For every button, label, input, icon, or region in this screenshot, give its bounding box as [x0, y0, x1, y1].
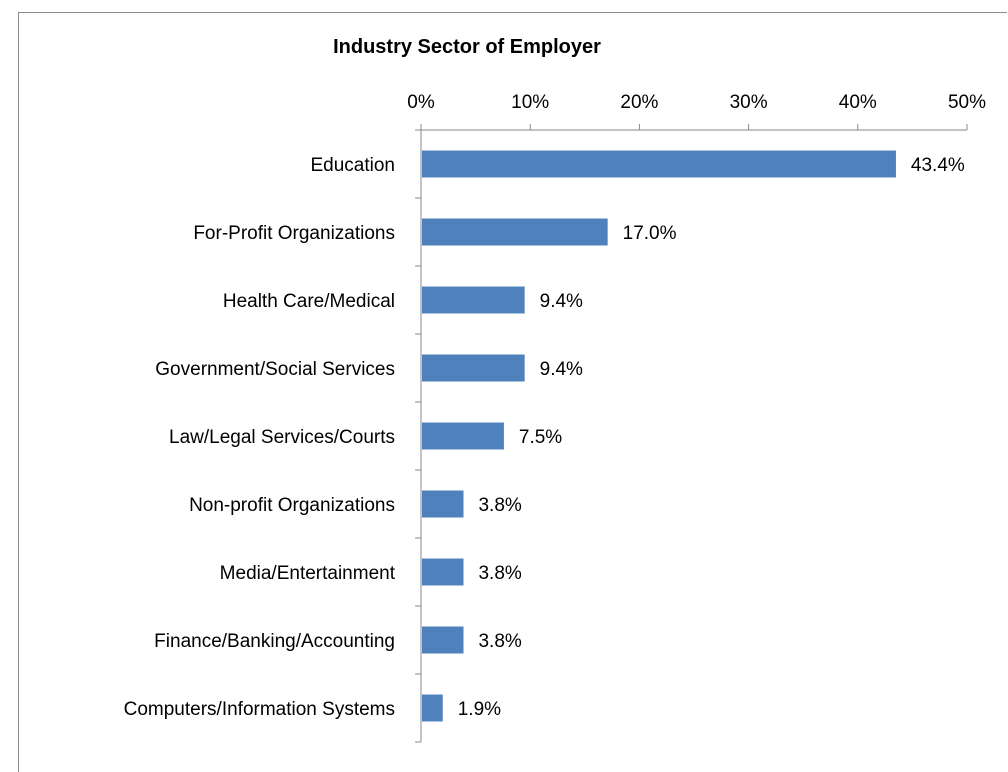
x-tick-label: 10%: [511, 92, 549, 113]
data-label: 43.4%: [911, 155, 965, 176]
data-label: 9.4%: [540, 291, 583, 312]
x-tick-label: 40%: [839, 92, 877, 113]
bar: [422, 422, 504, 450]
x-tick-label: 0%: [407, 92, 435, 113]
bar: [422, 286, 525, 314]
x-tick-label: 50%: [948, 92, 986, 113]
category-label: Non-profit Organizations: [189, 495, 395, 516]
bar: [422, 558, 464, 586]
data-label: 3.8%: [478, 631, 521, 652]
data-label: 3.8%: [478, 495, 521, 516]
bar: [422, 626, 464, 654]
category-label: For-Profit Organizations: [193, 223, 395, 244]
bar: [422, 354, 525, 382]
data-label: 1.9%: [458, 699, 501, 720]
data-label: 9.4%: [540, 359, 583, 380]
bar: [422, 218, 608, 246]
data-label: 7.5%: [519, 427, 562, 448]
category-label: Government/Social Services: [155, 359, 395, 380]
bar: [422, 490, 464, 518]
category-label: Law/Legal Services/Courts: [169, 427, 395, 448]
chart-title: Industry Sector of Employer: [333, 36, 601, 58]
x-tick-label: 30%: [730, 92, 768, 113]
category-label: Education: [310, 155, 395, 176]
data-label: 3.8%: [478, 563, 521, 584]
category-label: Health Care/Medical: [223, 291, 395, 312]
bar: [422, 150, 896, 178]
category-label: Media/Entertainment: [220, 563, 396, 584]
chart-frame: [18, 12, 1007, 772]
data-label: 17.0%: [623, 223, 677, 244]
category-label: Computers/Information Systems: [124, 699, 395, 720]
category-label: Finance/Banking/Accounting: [154, 631, 395, 652]
x-tick-label: 20%: [620, 92, 658, 113]
bar: [422, 694, 443, 722]
